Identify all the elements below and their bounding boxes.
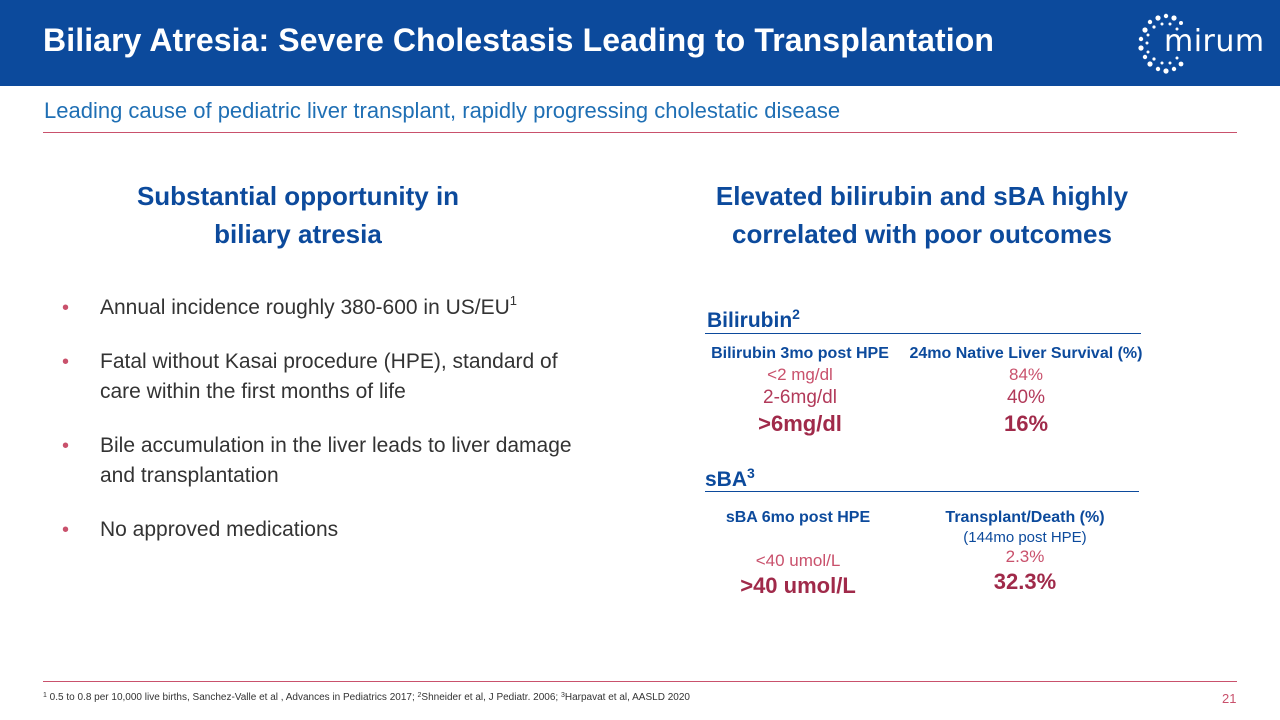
list-item: • Fatal without Kasai procedure (HPE), s…	[62, 347, 582, 407]
slide-subtitle: Leading cause of pediatric liver transpl…	[44, 98, 841, 123]
dot-ring-icon	[1138, 13, 1184, 74]
section-label-text: sBA	[705, 468, 748, 491]
table-cell: 2.3%	[1005, 547, 1045, 566]
footnote-ref: 2	[417, 692, 422, 699]
footnote-ref: 2	[792, 306, 800, 322]
footnote-ref: 1	[509, 293, 517, 308]
heading-line: Elevated bilirubin and sBA highly	[715, 181, 1129, 211]
footnote-text: Shneider et al, J Pediatr. 2006;	[421, 692, 561, 703]
table-cell: <40 umol/L	[755, 551, 841, 570]
heading-line: Substantial opportunity in	[136, 181, 460, 211]
table-cell: 32.3%	[993, 569, 1057, 594]
footnote-text: 0.5 to 0.8 per 10,000 live births, Sanch…	[46, 692, 418, 703]
table-cell: 2-6mg/dl	[763, 387, 837, 408]
footnote: 1 0.5 to 0.8 per 10,000 live births, San…	[43, 692, 690, 703]
table-cell: <2 mg/dl	[767, 365, 833, 384]
bilirubin-divider	[705, 333, 1141, 334]
top-divider	[43, 132, 1237, 133]
bilirubin-level-column: Bilirubin 3mo post HPE <2 mg/dl 2-6mg/dl…	[690, 345, 910, 437]
list-item: • Annual incidence roughly 380-600 in US…	[62, 293, 582, 323]
left-column-heading: Substantial opportunity in biliary atres…	[60, 177, 536, 253]
footnote-ref: 1	[43, 692, 47, 699]
title-bar: Biliary Atresia: Severe Cholestasis Lead…	[0, 0, 1280, 86]
bilirubin-label: Bilirubin2	[707, 306, 800, 333]
bullet-icon: •	[62, 351, 70, 373]
sba-label: sBA3	[705, 465, 755, 492]
table-cell: 40%	[1006, 387, 1046, 408]
right-column-heading: Elevated bilirubin and sBA highly correl…	[650, 177, 1194, 253]
footnote-ref: 3	[747, 465, 755, 481]
logo-wordmark: mirum	[1164, 24, 1265, 59]
heading-line: correlated with poor outcomes	[732, 219, 1112, 249]
table-cell: >6mg/dl	[758, 411, 842, 436]
bullet-icon: •	[62, 297, 70, 319]
bullet-icon: •	[62, 519, 70, 541]
page-number: 21	[1222, 691, 1237, 706]
table-cell: 84%	[1008, 365, 1044, 384]
slide-title: Biliary Atresia: Severe Cholestasis Lead…	[43, 22, 995, 58]
heading-line: biliary atresia	[214, 219, 382, 249]
section-label-text: Bilirubin	[707, 309, 793, 332]
column-header: 24mo Native Liver Survival (%)	[909, 345, 1143, 362]
footnote-text: Harpavat et al, AASLD 2020	[564, 692, 690, 703]
table-cell: 16%	[1003, 411, 1049, 436]
bullet-text: Fatal without Kasai procedure (HPE), sta…	[100, 350, 558, 403]
bullet-text: Annual incidence roughly 380-600 in US/E…	[100, 296, 510, 319]
sba-divider	[705, 491, 1139, 492]
bullet-list: • Annual incidence roughly 380-600 in US…	[62, 293, 582, 569]
column-header: Transplant/Death (%)	[945, 509, 1105, 526]
column-header: sBA 6mo post HPE	[725, 509, 871, 526]
bullet-text: Bile accumulation in the liver leads to …	[100, 434, 572, 487]
column-note: (144mo post HPE)	[963, 529, 1087, 546]
footnote-ref: 3	[560, 692, 565, 699]
bullet-text: No approved medications	[100, 518, 339, 541]
list-item: • Bile accumulation in the liver leads t…	[62, 431, 582, 491]
column-header: Bilirubin 3mo post HPE	[711, 345, 889, 362]
liver-survival-column: 24mo Native Liver Survival (%) 84% 40% 1…	[900, 345, 1152, 437]
bullet-icon: •	[62, 435, 70, 457]
sba-level-column: sBA 6mo post HPE <40 umol/L >40 umol/L	[690, 509, 906, 599]
table-cell: >40 umol/L	[740, 573, 856, 598]
transplant-death-column: Transplant/Death (%) (144mo post HPE) 2.…	[915, 509, 1135, 595]
list-item: • No approved medications	[62, 515, 582, 545]
mirum-logo: mirum	[1136, 12, 1264, 74]
bottom-divider	[43, 681, 1237, 682]
